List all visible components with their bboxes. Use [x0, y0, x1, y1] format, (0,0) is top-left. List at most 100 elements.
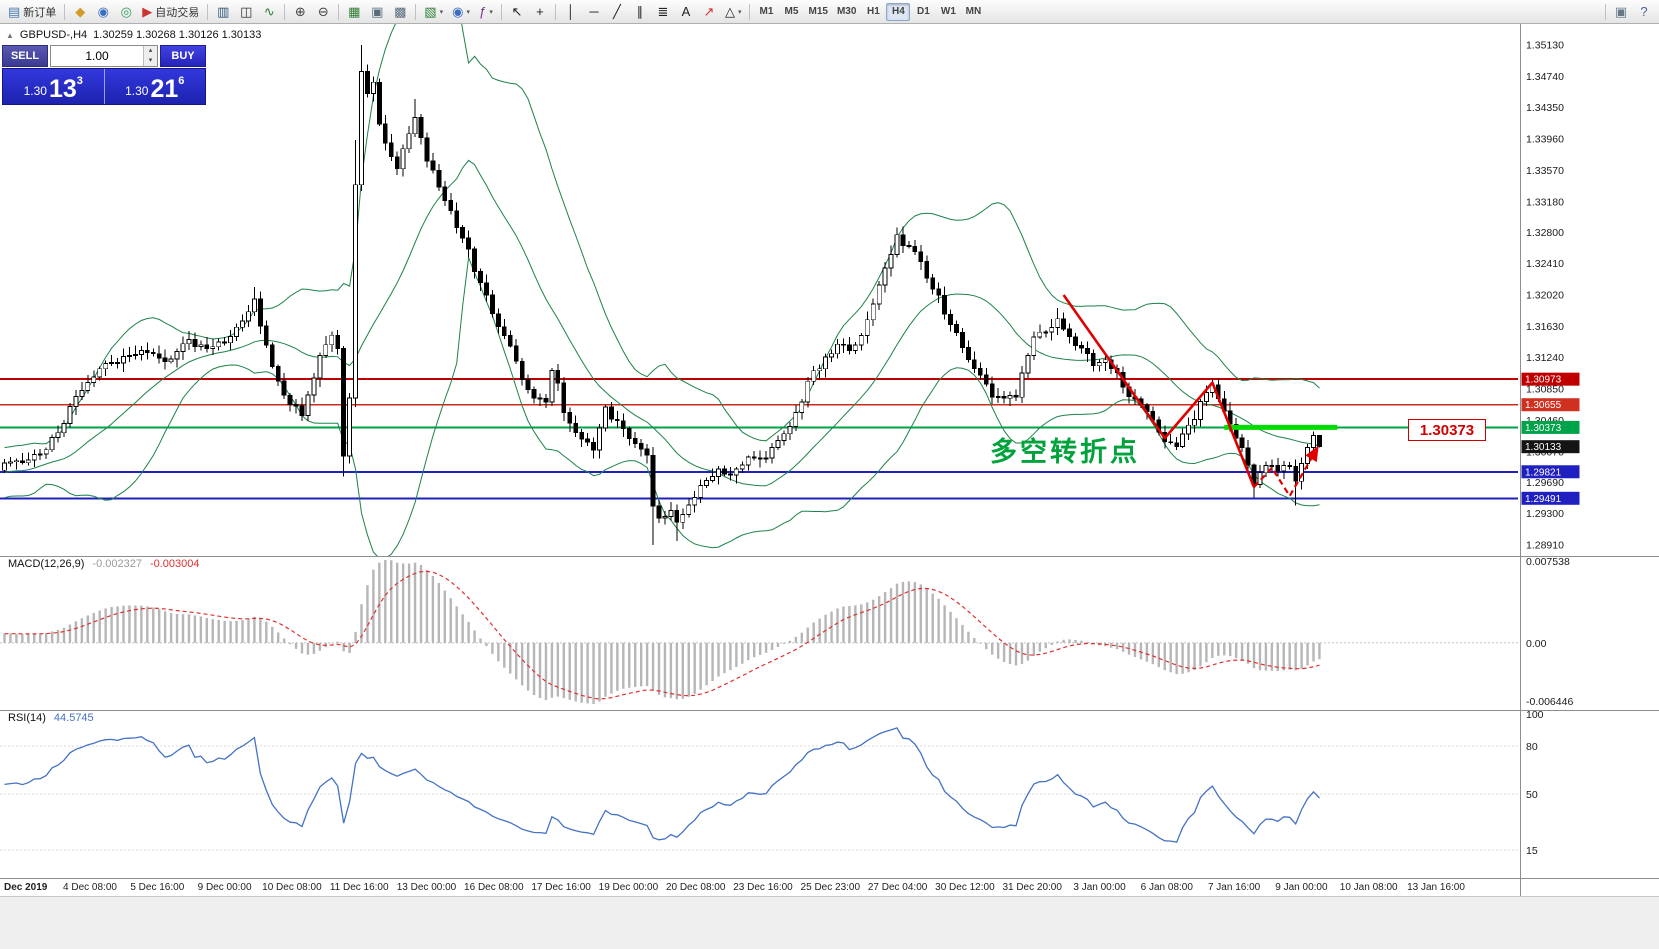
svg-text:13 Jan 16:00: 13 Jan 16:00 [1407, 882, 1465, 893]
empty-workspace [0, 896, 1659, 949]
timeframe-d1-button-label: D1 [916, 6, 930, 17]
horizontal-line-button[interactable]: ─ [583, 2, 605, 22]
timeframe-w1-button-label: W1 [940, 6, 956, 17]
channel-button[interactable]: ∥ [629, 2, 651, 22]
zoom-out-icon: ⊖ [317, 4, 329, 19]
cursor-button[interactable]: ↖ [506, 2, 528, 22]
rsi-indicator-label: RSI(14) 44.5745 [8, 712, 94, 724]
profiles-icon: ◉ [452, 4, 464, 19]
auto-arrange-button[interactable]: ▣ [366, 2, 388, 22]
symbol-title: GBPUSD-,H4 [19, 29, 88, 41]
price-callout-label[interactable]: 1.30373 [1408, 419, 1486, 441]
market-watch-button[interactable]: ◉ [92, 2, 114, 22]
chart-folder-icon: ◆ [75, 4, 86, 19]
docking-button[interactable]: ▣ [1610, 2, 1632, 22]
dropdown-caret-icon: ▾ [737, 8, 742, 16]
grid-button[interactable]: ▩ [389, 2, 411, 22]
volume-up-button[interactable]: ▴ [144, 46, 157, 56]
buy-price[interactable]: 1.30 21 6 [105, 69, 206, 104]
profiles-button[interactable]: ◉ ▾ [448, 2, 474, 22]
svg-text:1.30133: 1.30133 [1525, 442, 1562, 453]
price-scale[interactable] [1520, 24, 1659, 878]
vertical-line-button[interactable]: │ [560, 2, 582, 22]
timeframe-m5-button[interactable]: M5 [779, 3, 803, 21]
bollinger-bands [4, 24, 1320, 556]
svg-text:1.32410: 1.32410 [1526, 258, 1564, 270]
timeframe-m30-button-label: M30 [836, 6, 857, 17]
shapes-tool-button[interactable]: △ ▾ [721, 2, 746, 22]
sell-price[interactable]: 1.30 13 3 [3, 69, 104, 104]
timeframe-m30-button[interactable]: M30 [833, 3, 860, 21]
new-order-button[interactable]: ▤ 新订单 [4, 2, 60, 22]
svg-text:1.30850: 1.30850 [1526, 384, 1564, 396]
community-button[interactable]: ◎ [115, 2, 137, 22]
dropdown-caret-icon: ▾ [489, 8, 493, 16]
help-icon: ? [1640, 4, 1648, 19]
macd-pane [0, 560, 1518, 704]
candles-series [2, 45, 1322, 545]
svg-text:0.007538: 0.007538 [1526, 556, 1570, 568]
help-button[interactable]: ? [1633, 2, 1655, 22]
buy-button[interactable]: BUY [160, 45, 206, 67]
sell-price-prefix: 1.30 [23, 84, 47, 98]
timeframe-h1-button-label: H1 [866, 6, 880, 17]
toolbar-separator [554, 3, 556, 20]
tile-windows-button[interactable]: ▦ [343, 2, 365, 22]
timeframe-m1-button-label: M1 [759, 6, 774, 17]
zoom-in-button[interactable]: ⊕ [289, 2, 311, 22]
timeframe-m1-button[interactable]: M1 [754, 3, 778, 21]
timeframe-m15-button[interactable]: M15 [804, 3, 831, 21]
bar-chart-button[interactable]: ▥ [212, 2, 234, 22]
charts-gallery-button[interactable]: ◆ [69, 2, 91, 22]
svg-text:1.34740: 1.34740 [1526, 71, 1564, 83]
sell-button[interactable]: SELL [2, 45, 48, 67]
line-chart-icon: ∿ [263, 4, 275, 19]
crosshair-button[interactable]: + [529, 2, 551, 22]
arrow-tool-icon: ↗ [703, 4, 715, 19]
new-chart-button[interactable]: ▧ ▾ [420, 2, 447, 22]
volume-spinner: ▴ ▾ [143, 46, 157, 66]
timeframe-h1-button[interactable]: H1 [861, 3, 885, 21]
time-axis-labels: Dec 2019 4 Dec 08:00 5 Dec 16:00 9 Dec 00:0… [4, 882, 1465, 893]
timeframe-m15-button-label: M15 [808, 6, 828, 17]
autotrade-button[interactable]: ▶ 自动交易 [138, 2, 203, 22]
trend-annotation-text[interactable]: 多空转折点 [990, 437, 1140, 467]
line-chart-button[interactable]: ∿ [258, 2, 280, 22]
timeframe-h4-button-label: H4 [891, 6, 905, 17]
zoom-out-button[interactable]: ⊖ [312, 2, 334, 22]
volume-input[interactable] [51, 46, 143, 66]
svg-text:1.32020: 1.32020 [1526, 290, 1564, 302]
chart-canvas[interactable]: 1.35130 1.34740 1.34350 1.33960 1.33570 1.331… [0, 24, 1659, 949]
svg-text:1.31240: 1.31240 [1526, 352, 1564, 364]
svg-text:1.33180: 1.33180 [1526, 196, 1564, 208]
svg-text:10 Jan 08:00: 10 Jan 08:00 [1340, 882, 1398, 893]
price-divider [103, 69, 105, 104]
svg-text:5 Dec 16:00: 5 Dec 16:00 [130, 882, 184, 893]
toolbar-separator [64, 3, 66, 20]
fibonacci-button[interactable]: ≣ [652, 2, 674, 22]
autotrade-play-icon: ▶ [142, 4, 153, 19]
volume-down-button[interactable]: ▾ [144, 56, 157, 66]
toolbar-separator [1605, 3, 1606, 20]
timeframe-h4-button[interactable]: H4 [886, 2, 911, 21]
trendline-button[interactable]: ╱ [606, 2, 628, 22]
chart-symbol-icon: ▲ [6, 30, 14, 40]
svg-text:50: 50 [1526, 789, 1538, 801]
trend-annotation[interactable] [1062, 294, 1319, 499]
svg-text:20 Dec 08:00: 20 Dec 08:00 [666, 882, 726, 893]
candlestick-button[interactable]: ◫ [235, 2, 257, 22]
new-chart-icon: ▧ [424, 4, 437, 19]
indicators-button[interactable]: ƒ ▾ [475, 2, 497, 22]
svg-text:9 Dec 00:00: 9 Dec 00:00 [198, 882, 252, 893]
timeframe-d1-button[interactable]: D1 [911, 3, 935, 21]
svg-text:1.30655: 1.30655 [1525, 400, 1562, 411]
timeframe-w1-button[interactable]: W1 [936, 3, 960, 21]
text-tool-button[interactable]: A [675, 2, 697, 22]
time-scale[interactable] [0, 878, 1520, 896]
volume-field: ▴ ▾ [50, 45, 158, 67]
arrange-windows-icon: ▣ [371, 4, 384, 19]
arrow-tool-button[interactable]: ↗ [698, 2, 720, 22]
toolbar-separator [415, 3, 417, 20]
timeframe-mn-button[interactable]: MN [961, 3, 985, 21]
toolbar-separator [338, 3, 340, 20]
